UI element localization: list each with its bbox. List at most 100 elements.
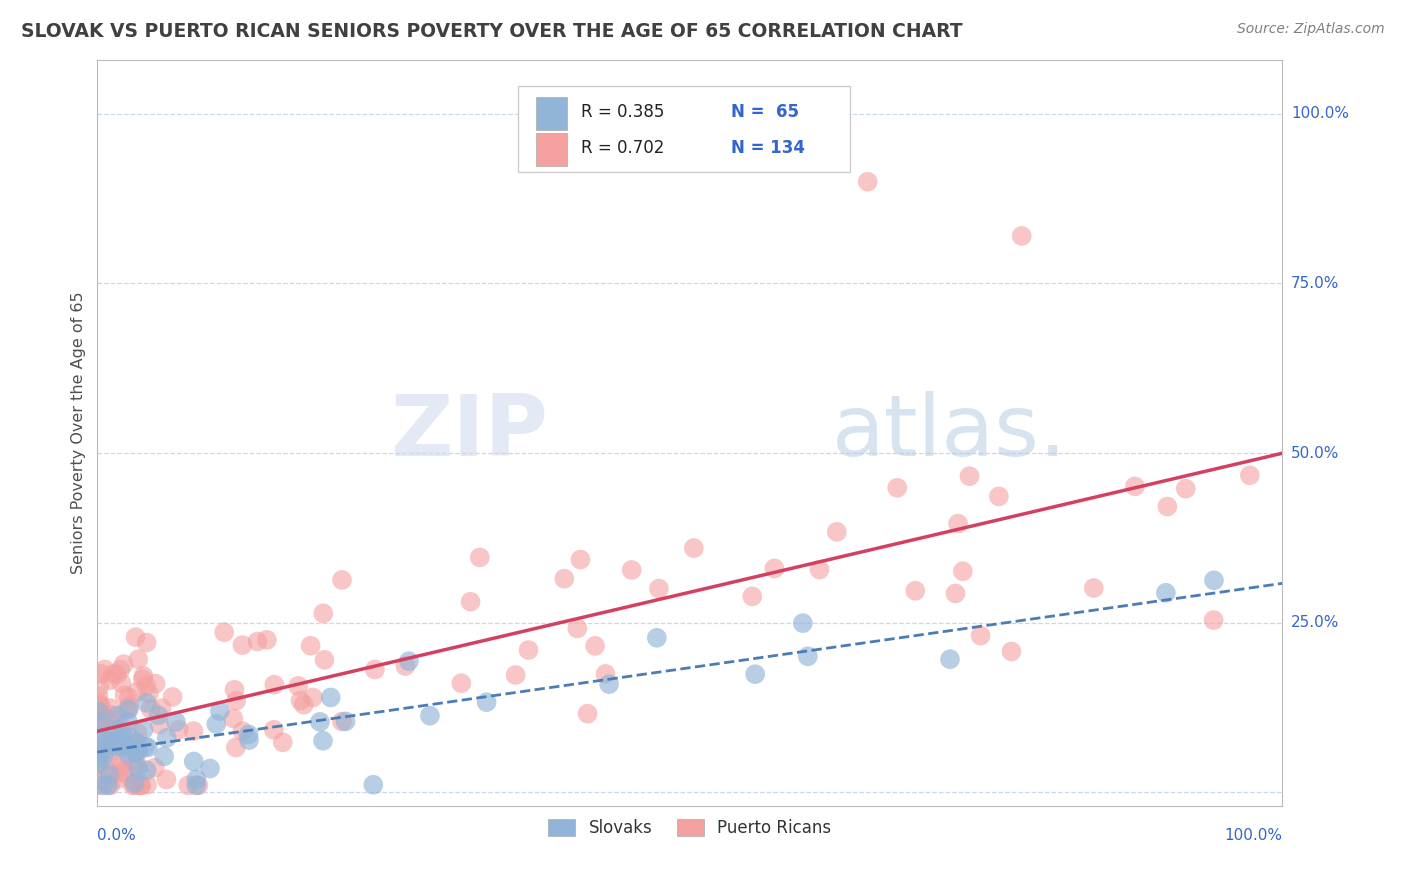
Point bbox=[969, 629, 991, 643]
FancyBboxPatch shape bbox=[536, 133, 567, 166]
Point bbox=[125, 746, 148, 760]
Point bbox=[177, 778, 200, 792]
Point bbox=[111, 764, 134, 779]
Point bbox=[183, 755, 205, 769]
FancyBboxPatch shape bbox=[536, 97, 567, 129]
Point bbox=[135, 696, 157, 710]
Point bbox=[87, 778, 110, 792]
Point bbox=[263, 678, 285, 692]
Point bbox=[1202, 613, 1225, 627]
Point bbox=[105, 723, 128, 737]
Point bbox=[118, 690, 141, 705]
Text: R = 0.385: R = 0.385 bbox=[581, 103, 664, 120]
Point bbox=[162, 690, 184, 704]
Point bbox=[87, 729, 110, 743]
Point bbox=[419, 708, 441, 723]
Point bbox=[100, 778, 122, 792]
Point bbox=[517, 643, 540, 657]
Point bbox=[939, 652, 962, 666]
Point bbox=[155, 772, 177, 787]
Point bbox=[567, 621, 589, 635]
Point bbox=[93, 731, 115, 746]
Point bbox=[110, 719, 132, 733]
Point bbox=[186, 772, 208, 787]
Point bbox=[468, 550, 491, 565]
Point bbox=[569, 552, 592, 566]
Point bbox=[122, 778, 145, 792]
Point bbox=[299, 639, 322, 653]
Point bbox=[101, 722, 124, 736]
Point bbox=[87, 705, 110, 719]
Text: Source: ZipAtlas.com: Source: ZipAtlas.com bbox=[1237, 22, 1385, 37]
Point bbox=[330, 573, 353, 587]
Point bbox=[744, 667, 766, 681]
Point bbox=[363, 778, 385, 792]
Point bbox=[90, 716, 112, 731]
Point bbox=[104, 734, 127, 748]
Point bbox=[263, 723, 285, 737]
Point bbox=[112, 737, 135, 751]
Point bbox=[825, 524, 848, 539]
Point bbox=[114, 688, 136, 702]
Point bbox=[231, 724, 253, 739]
Point bbox=[763, 561, 786, 575]
Point bbox=[394, 659, 416, 673]
Point bbox=[165, 714, 187, 729]
Text: 0.0%: 0.0% bbox=[97, 828, 136, 843]
Point bbox=[117, 714, 139, 729]
Point bbox=[1083, 581, 1105, 595]
Point bbox=[1154, 586, 1177, 600]
Point bbox=[450, 676, 472, 690]
Point bbox=[107, 708, 129, 723]
Point bbox=[290, 693, 312, 707]
Point bbox=[127, 778, 149, 792]
Point bbox=[335, 714, 357, 729]
Point bbox=[945, 586, 967, 600]
Point bbox=[246, 634, 269, 648]
Point bbox=[124, 778, 146, 792]
Point bbox=[143, 761, 166, 775]
Point bbox=[91, 708, 114, 723]
Point bbox=[107, 772, 129, 786]
Point bbox=[136, 778, 159, 792]
Point bbox=[1011, 229, 1033, 244]
Point bbox=[238, 733, 260, 747]
Point bbox=[97, 734, 120, 748]
Text: 50.0%: 50.0% bbox=[1291, 445, 1339, 460]
Point bbox=[1156, 500, 1178, 514]
Point bbox=[87, 751, 110, 765]
Point bbox=[620, 563, 643, 577]
Point bbox=[93, 662, 115, 676]
Point bbox=[91, 767, 114, 781]
Point bbox=[118, 702, 141, 716]
Point bbox=[959, 469, 981, 483]
Point bbox=[148, 717, 170, 731]
Point bbox=[312, 733, 335, 747]
Point bbox=[124, 630, 146, 644]
Point bbox=[1000, 644, 1022, 658]
Point bbox=[89, 747, 111, 762]
Point bbox=[271, 735, 294, 749]
Point bbox=[505, 668, 527, 682]
Point bbox=[90, 699, 112, 714]
Point bbox=[125, 760, 148, 774]
Text: ZIP: ZIP bbox=[389, 392, 548, 475]
Point bbox=[222, 711, 245, 725]
Point bbox=[112, 740, 135, 755]
Point bbox=[148, 708, 170, 723]
Point bbox=[90, 666, 112, 681]
Point bbox=[114, 767, 136, 781]
Point bbox=[87, 755, 110, 769]
Point bbox=[101, 735, 124, 749]
Point bbox=[111, 759, 134, 773]
Point bbox=[127, 652, 149, 666]
Point bbox=[309, 714, 332, 729]
Text: N = 134: N = 134 bbox=[731, 138, 806, 157]
Point bbox=[595, 667, 617, 681]
Point bbox=[225, 694, 247, 708]
Point bbox=[224, 682, 246, 697]
FancyBboxPatch shape bbox=[517, 86, 849, 171]
Point bbox=[98, 767, 121, 781]
Point bbox=[132, 672, 155, 686]
Point bbox=[125, 685, 148, 699]
